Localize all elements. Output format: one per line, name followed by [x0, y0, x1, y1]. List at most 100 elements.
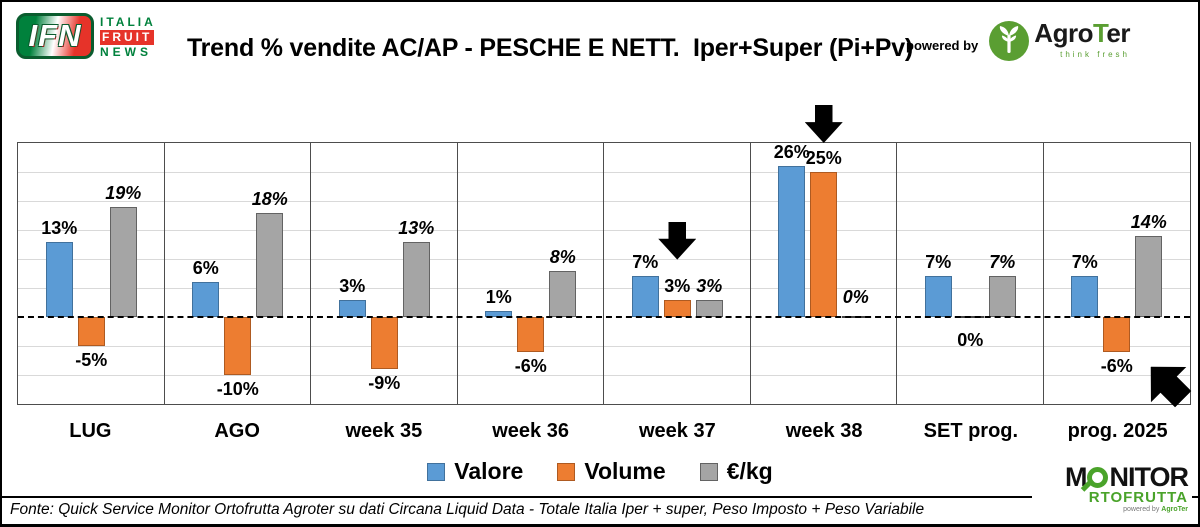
bar-value-label: 26%: [773, 142, 810, 163]
chart-panel: 3% -9% 13%: [311, 143, 458, 404]
ifn-logo: IFN ITALIA FRUIT NEWS: [16, 13, 156, 60]
chart-legend: Valore Volume €/kg: [2, 458, 1198, 485]
gridline: [18, 230, 1190, 231]
monitor-word-rest: NITOR: [1109, 462, 1189, 492]
bar-volume: [77, 317, 105, 346]
chart-title: Trend % vendite AC/AP - PESCHE E NETT. I…: [186, 34, 914, 62]
ifn-flag-badge: IFN: [16, 13, 94, 59]
chart-panel: 7% 0% 7%: [897, 143, 1044, 404]
bar-volume: [370, 317, 398, 370]
category-label: prog. 2025: [1067, 420, 1168, 442]
ortofrutta-label: RTOFRUTTA: [1088, 489, 1188, 506]
magnifier-icon: [1081, 466, 1109, 492]
zero-axis-line: [18, 316, 1190, 318]
powered-by-label: powered by: [906, 37, 979, 53]
gridline: [18, 259, 1190, 260]
bar-valore: [778, 166, 806, 317]
bar-volume: [1103, 317, 1131, 352]
bar-value-label: 14%: [1130, 211, 1167, 232]
bar-value-label: 0%: [957, 330, 984, 350]
bar-volume: [810, 172, 838, 317]
gridline: [18, 201, 1190, 202]
bar-value-label: 7%: [989, 252, 1016, 273]
bar-valore: [338, 299, 366, 317]
legend-swatch-volume: [557, 462, 576, 481]
ifn-acronym: IFN: [28, 18, 82, 53]
category-label: week 38: [785, 420, 863, 442]
bar-value-label: 1%: [485, 287, 512, 308]
bar-volume: [517, 317, 545, 352]
bar-valore: [1071, 276, 1099, 317]
legend-label: €/kg: [726, 458, 773, 484]
category-label: LUG: [69, 420, 112, 442]
chart-panel: 7% 3% 3%: [604, 143, 751, 404]
gridline: [18, 375, 1190, 376]
agroter-tagline: think fresh: [1060, 50, 1130, 59]
legend-swatch-eur-kg: [699, 462, 718, 481]
bar-eur-kg: [695, 299, 723, 317]
bar-value-label: -6%: [514, 355, 547, 376]
bar-value-label: 3%: [339, 275, 366, 296]
footer-separator: [2, 496, 1198, 498]
bar-value-label: 6%: [192, 258, 219, 279]
bar-value-label: 0%: [842, 287, 869, 307]
agroter-logo: AgroTer think fresh: [988, 20, 1130, 62]
monitor-word-start: M: [1064, 462, 1087, 492]
bar-valore: [192, 282, 220, 317]
ifn-fruit-label: FRUIT: [100, 30, 155, 45]
bar-value-label: 25%: [805, 148, 842, 168]
bar-value-label: 19%: [105, 182, 142, 203]
legend-swatch-valore: [427, 462, 446, 481]
category-label: week 35: [345, 420, 423, 442]
monitor-ortofrutta-logo: M NITOR RTOFRUTTA powered by AgroTer: [1032, 464, 1192, 524]
bar-value-label: -9%: [368, 373, 401, 394]
chart-panel: 13% -5% 19%: [18, 143, 165, 404]
bar-value-label: 3%: [664, 275, 691, 296]
gridline: [18, 346, 1190, 347]
bar-eur-kg: [1135, 235, 1163, 317]
legend-label: Valore: [454, 458, 524, 484]
legend-item-volume: Volume: [557, 458, 666, 485]
bar-eur-kg: [402, 241, 430, 317]
bar-value-label: 13%: [398, 217, 435, 238]
ifn-news-label: NEWS: [100, 45, 152, 59]
category-label: SET prog.: [923, 420, 1019, 442]
agroter-tree-icon: [989, 21, 1030, 61]
agroter-name: AgroTer: [1034, 18, 1130, 48]
bar-volume: [224, 317, 252, 375]
category-label: week 36: [492, 420, 569, 442]
chart-panel: 7% -6% 14%: [1044, 143, 1191, 404]
bar-value-label: 13%: [41, 217, 78, 238]
legend-item-eur-kg: €/kg: [699, 458, 773, 485]
chart-panel: 26% 25% 0%: [751, 142, 897, 404]
monitor-powered-by: powered by AgroTer: [1123, 506, 1188, 513]
chart-panel: 6% -10% 18%: [165, 143, 311, 404]
ifn-italia-label: ITALIA: [100, 15, 156, 29]
legend-item-valore: Valore: [427, 458, 523, 485]
powered-by-block: powered by AgroTer think fresh: [906, 20, 1130, 62]
category-label: AGO: [214, 420, 260, 442]
legend-label: Volume: [584, 458, 666, 484]
bar-eur-kg: [109, 206, 137, 317]
bar-valore: [45, 241, 73, 317]
bar-value-label: -5%: [75, 350, 108, 370]
bar-value-label: 7%: [1071, 252, 1098, 273]
bar-value-label: 18%: [251, 188, 288, 209]
bar-eur-kg: [988, 276, 1016, 317]
bar-value-label: 7%: [632, 252, 659, 273]
bar-valore: [924, 276, 952, 317]
bar-valore: [631, 276, 659, 317]
bar-value-label: -10%: [216, 379, 259, 399]
arrow-down-icon: [804, 105, 843, 143]
bar-volume: [663, 299, 691, 317]
source-note: Fonte: Quick Service Monitor Ortofrutta …: [10, 501, 925, 518]
chart-plot-area: 13% -5% 19% 6% -10% 18% 3% -9% 13% 1% -6% 8% 7% 3% 3% 2…: [17, 105, 1191, 405]
chart-panel: 1% -6% 8%: [458, 143, 604, 404]
gridline: [18, 172, 1190, 173]
category-axis: LUG AGO week 35 week 36 week 37 week 38 SET pr…: [17, 407, 1191, 451]
bar-value-label: 3%: [696, 275, 723, 296]
gridline: [18, 288, 1190, 289]
category-label: week 37: [639, 420, 716, 442]
bar-eur-kg: [549, 270, 577, 317]
